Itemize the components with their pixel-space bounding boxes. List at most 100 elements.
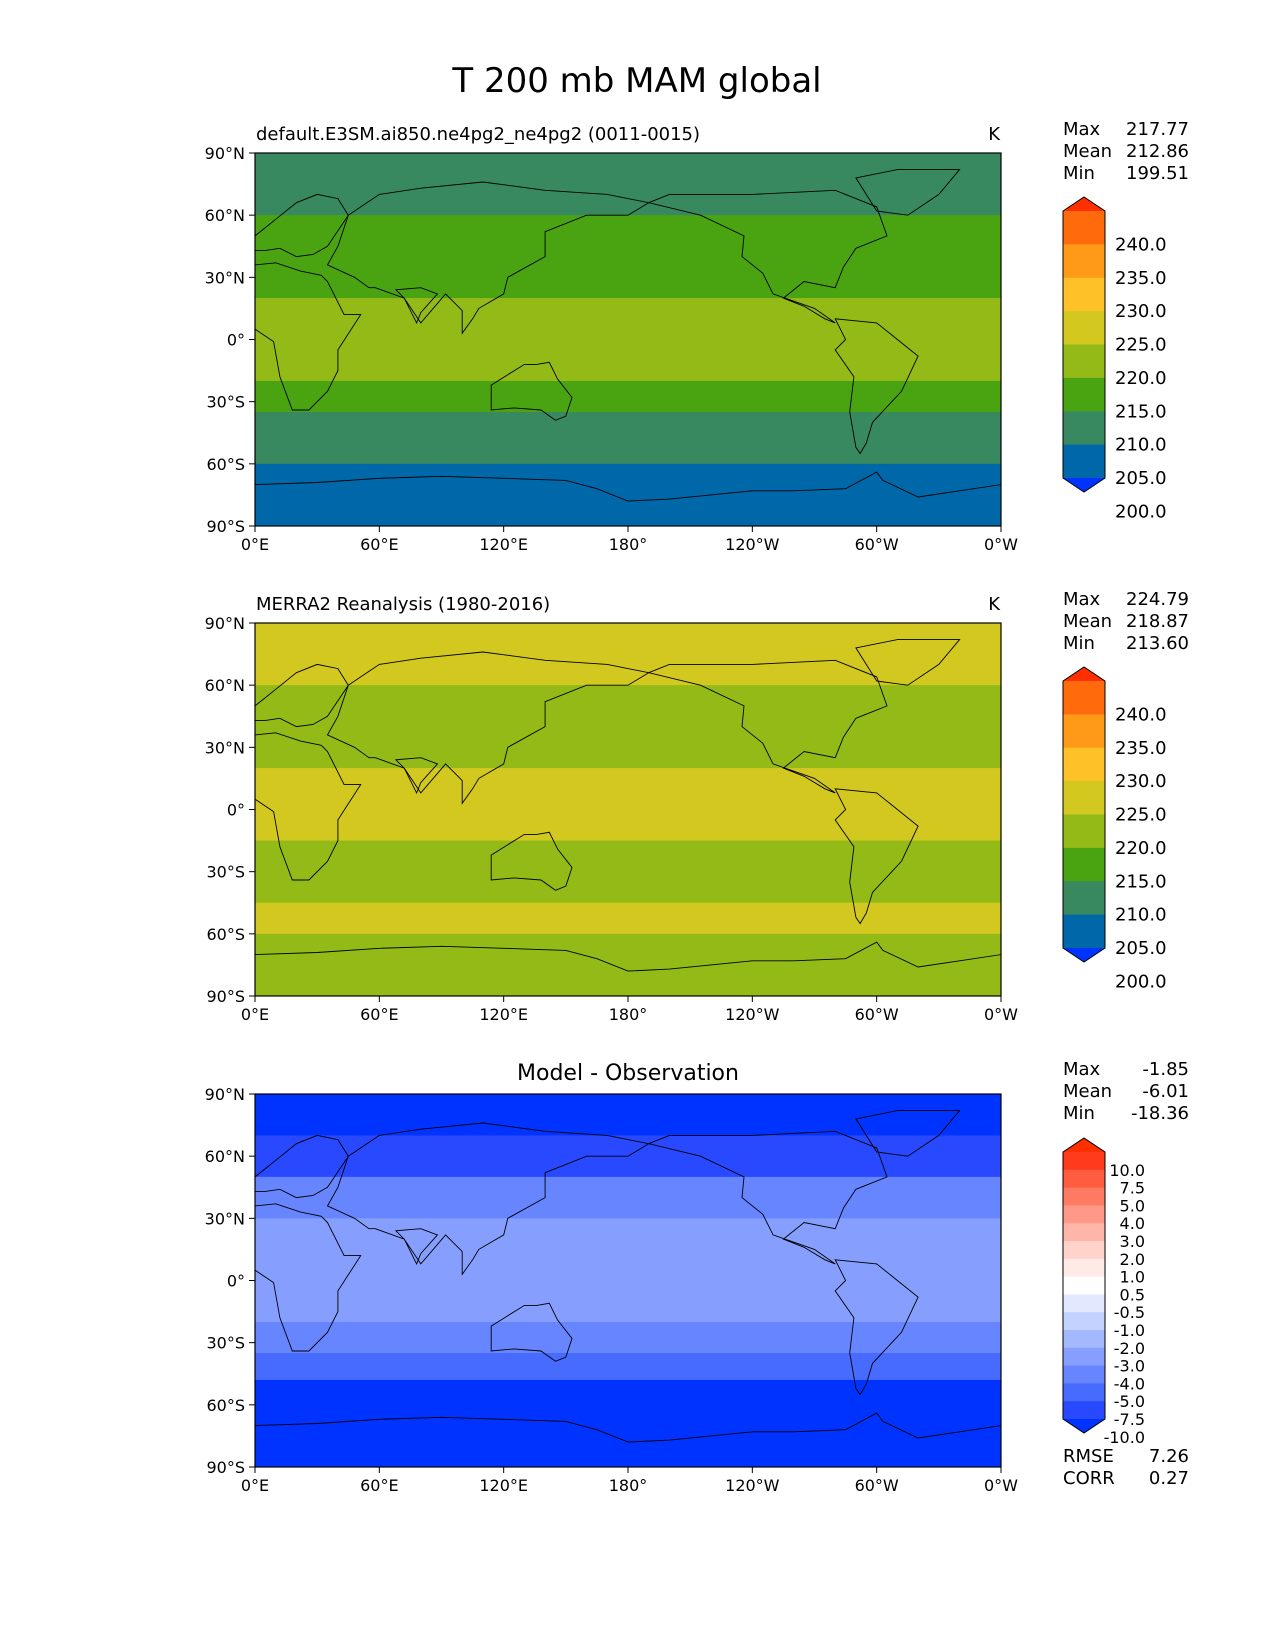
colorbar-segment (1063, 1365, 1105, 1384)
colorbar-tick-label: 1.0 (1120, 1268, 1145, 1287)
colorbar-segment (1063, 881, 1105, 916)
lon-tick-label: 120°E (479, 1005, 528, 1024)
lon-tick-label: 180° (609, 535, 648, 554)
colorbar-segment (1063, 311, 1105, 345)
panel-diff-field (255, 1094, 1001, 1468)
colorbar-segment (1063, 411, 1105, 446)
panel-obs: MERRA2 Reanalysis (1980-2016) K 90°N 60°N… (205, 589, 1189, 1024)
colorbar-tick-label: 240.0 (1115, 234, 1167, 255)
stat-min-value: 213.60 (1126, 633, 1189, 654)
coastline-india (394, 757, 439, 794)
colorbar-extend-max (1063, 1138, 1105, 1152)
colorbar-tick-label: 235.0 (1115, 268, 1167, 289)
lat-tick-label: 0° (227, 801, 245, 820)
colorbar-tick-label: 240.0 (1115, 704, 1167, 725)
lon-tick-label: 60°W (855, 1476, 899, 1495)
panel-model-stats: Max 217.77 Mean 212.86 Min 199.51 (1063, 119, 1189, 184)
lat-tick-label: 30°N (205, 268, 245, 287)
lon-tick-label: 60°E (360, 1005, 398, 1024)
field-band-5 (255, 933, 1001, 997)
stat-max-value: 224.79 (1126, 589, 1189, 610)
panel-diff-coastlines (254, 1110, 1002, 1468)
lat-tick-label: 90°S (206, 1458, 245, 1477)
field-band-6 (255, 1379, 1001, 1468)
colorbar-outline (1062, 196, 1106, 493)
stat-max-label: Max (1063, 119, 1101, 140)
panel-obs-units: K (988, 594, 1001, 615)
coastline-north-america (647, 659, 888, 794)
coastline-antarctica (254, 1412, 1002, 1468)
field-band-1 (255, 215, 1001, 299)
colorbar-tick-label: 5.0 (1120, 1196, 1145, 1215)
coastline-greenland (855, 169, 961, 216)
panel-diff-stats: Max -1.85 Mean -6.01 Min -18.36 (1063, 1059, 1189, 1124)
colorbar-tick-label: 215.0 (1115, 871, 1167, 892)
field-band-2 (255, 1176, 1001, 1219)
colorbar-tick-label: 220.0 (1115, 368, 1167, 389)
lat-tick-label: 30°N (205, 1209, 245, 1228)
field-band-5 (255, 463, 1001, 527)
colorbar-segment (1063, 1294, 1105, 1313)
lon-tick-label: 120°E (479, 535, 528, 554)
rmse-value: 7.26 (1149, 1446, 1189, 1467)
coastline-greenland (855, 639, 961, 686)
colorbar-tick-label: 210.0 (1115, 435, 1167, 456)
lon-tick-label: 0°E (241, 1005, 269, 1024)
lon-tick-label: 180° (609, 1476, 648, 1495)
stat-mean-value: -6.01 (1142, 1081, 1189, 1102)
colorbar-tick-label: -0.5 (1114, 1303, 1145, 1322)
lon-tick-label: 60°W (855, 1005, 899, 1024)
coastline-south-america (834, 788, 919, 925)
colorbar-segment (1063, 1312, 1105, 1331)
colorbar-segment (1063, 1205, 1105, 1224)
stat-min-value: 199.51 (1126, 163, 1189, 184)
coastline-europe (254, 193, 349, 258)
colorbar-tick-label: 200.0 (1115, 501, 1167, 522)
corr-label: CORR (1063, 1468, 1115, 1489)
coastline-australia (490, 361, 573, 421)
lat-tick-label: 60°S (206, 455, 245, 474)
panel-model-units: K (988, 124, 1001, 145)
colorbar-tick-label: 215.0 (1115, 401, 1167, 422)
colorbar-segment (1063, 714, 1105, 749)
coastline-europe (254, 663, 349, 728)
colorbar-tick-label: -7.5 (1114, 1410, 1145, 1429)
field-band-3 (255, 840, 1001, 904)
colorbar-segment (1063, 444, 1105, 479)
colorbar-segment (1063, 377, 1105, 412)
colorbar-tick-label: 4.0 (1120, 1214, 1145, 1233)
field-band-4 (255, 412, 1001, 465)
panel-obs-title: MERRA2 Reanalysis (1980-2016) (256, 594, 550, 615)
colorbar-segment (1063, 277, 1105, 312)
colorbar-segment (1063, 1276, 1105, 1295)
panel-model-lat-axis: 90°N 60°N 30°N 0° 30°S 60°S 90°S (205, 144, 255, 536)
panel-obs-colorbar: 240.0 235.0 230.0 225.0 220.0 215.0 210.0 205.0… (1062, 666, 1167, 992)
panel-model-colorbar: 240.0 235.0 230.0 225.0 220.0 215.0 210.0 205.0… (1062, 196, 1167, 522)
lat-tick-label: 0° (227, 1272, 245, 1291)
field-band-0 (255, 623, 1001, 686)
coastline-antarctica (254, 941, 1002, 997)
colorbar-tick-label: -4.0 (1114, 1374, 1145, 1393)
coastline-greenland (855, 1110, 961, 1157)
colorbar-segment (1063, 1187, 1105, 1206)
panel-obs-lat-axis: 90°N 60°N 30°N 0° 30°S 60°S 90°S (205, 614, 255, 1006)
coastline-south-america (834, 1259, 919, 1396)
stat-min-value: -18.36 (1131, 1103, 1189, 1124)
panel-model-field (255, 153, 1001, 527)
panel-diff: Model - Observation 90°N 60°N 30°N 0° 30°S 60… (205, 1059, 1189, 1495)
panel-model-title: default.E3SM.ai850.ne4pg2_ne4pg2 (0011-0… (256, 124, 700, 145)
colorbar-segment (1063, 1401, 1105, 1420)
field-band-5 (255, 1353, 1001, 1381)
field-band-0 (255, 1094, 1001, 1136)
colorbar-segment (1063, 211, 1105, 245)
lon-tick-label: 0°E (241, 1476, 269, 1495)
coastline-australia (490, 1302, 573, 1362)
field-band-4 (255, 1321, 1001, 1354)
coastline-africa (254, 732, 362, 881)
lon-tick-label: 0°E (241, 535, 269, 554)
stat-mean-label: Mean (1063, 1081, 1112, 1102)
colorbar-tick-label: 2.0 (1120, 1250, 1145, 1269)
colorbar-segment (1063, 847, 1105, 882)
figure-title: T 200 mb MAM global (451, 61, 821, 101)
